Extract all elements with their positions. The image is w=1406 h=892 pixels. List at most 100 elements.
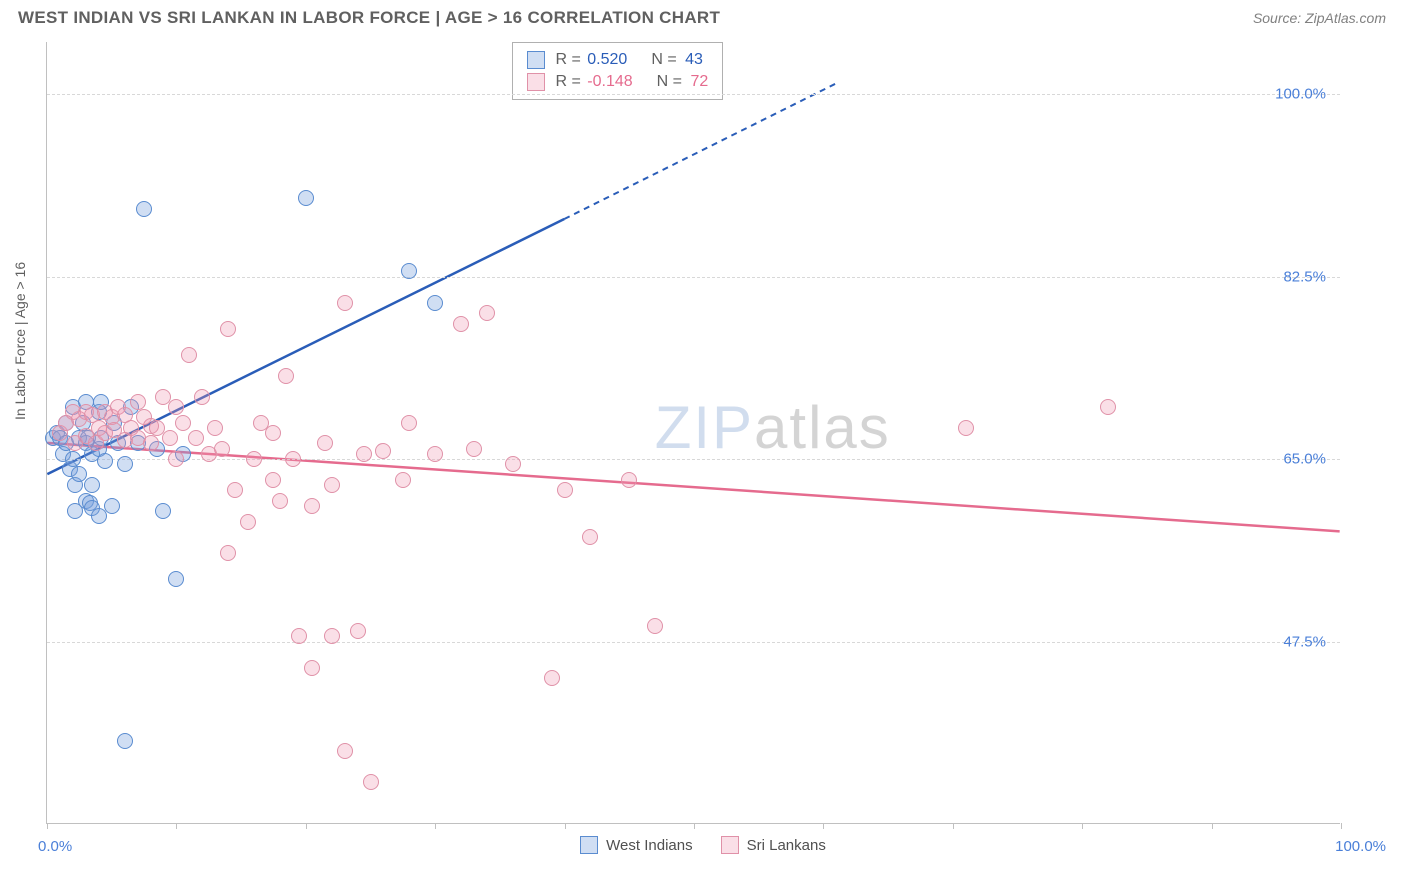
data-point	[175, 415, 191, 431]
legend-r: R = -0.148	[555, 73, 632, 91]
data-point	[71, 466, 87, 482]
data-point	[582, 529, 598, 545]
legend-n: N = 72	[643, 73, 709, 91]
data-point	[324, 477, 340, 493]
x-tick-mark	[176, 823, 177, 829]
data-point	[162, 430, 178, 446]
legend-swatch	[527, 73, 545, 91]
regression-lines	[47, 42, 1340, 823]
data-point	[324, 628, 340, 644]
y-tick-label: 82.5%	[1283, 268, 1326, 285]
data-point	[557, 482, 573, 498]
data-point	[621, 472, 637, 488]
data-point	[84, 477, 100, 493]
x-tick-mark	[953, 823, 954, 829]
scatter-plot-area: ZIPatlas R = 0.520N = 43 R = -0.148 N = 72…	[46, 42, 1340, 824]
x-tick-mark	[823, 823, 824, 829]
data-point	[337, 295, 353, 311]
legend-row: R = 0.520N = 43	[527, 49, 708, 71]
data-point	[337, 743, 353, 759]
x-tick-mark	[1341, 823, 1342, 829]
x-tick-mark	[435, 823, 436, 829]
data-point	[220, 545, 236, 561]
x-tick-mark	[565, 823, 566, 829]
legend-swatch	[580, 836, 598, 854]
x-tick-mark	[1082, 823, 1083, 829]
data-point	[285, 451, 301, 467]
watermark-zip: ZIP	[655, 394, 754, 461]
data-point	[363, 774, 379, 790]
correlation-legend: R = 0.520N = 43 R = -0.148 N = 72	[512, 42, 723, 100]
data-point	[168, 571, 184, 587]
y-tick-label: 100.0%	[1275, 86, 1326, 103]
data-point	[65, 451, 81, 467]
y-axis-label: In Labor Force | Age > 16	[12, 262, 28, 420]
data-point	[265, 472, 281, 488]
source-attribution: Source: ZipAtlas.com	[1253, 10, 1386, 26]
y-tick-label: 65.0%	[1283, 451, 1326, 468]
watermark: ZIPatlas	[655, 393, 891, 462]
data-point	[117, 456, 133, 472]
data-point	[401, 263, 417, 279]
data-point	[155, 503, 171, 519]
data-point	[246, 451, 262, 467]
data-point	[227, 482, 243, 498]
data-point	[958, 420, 974, 436]
data-point	[427, 446, 443, 462]
data-point	[194, 389, 210, 405]
legend-series-label: Sri Lankans	[747, 837, 826, 854]
data-point	[453, 316, 469, 332]
watermark-atlas: atlas	[754, 394, 891, 461]
data-point	[317, 435, 333, 451]
data-point	[479, 305, 495, 321]
data-point	[117, 733, 133, 749]
data-point	[97, 453, 113, 469]
x-tick-mark	[1212, 823, 1213, 829]
data-point	[427, 295, 443, 311]
data-point	[647, 618, 663, 634]
legend-swatch	[527, 51, 545, 69]
data-point	[136, 201, 152, 217]
gridline-h	[47, 459, 1340, 460]
data-point	[1100, 399, 1116, 415]
data-point	[104, 498, 120, 514]
data-point	[168, 399, 184, 415]
data-point	[188, 430, 204, 446]
x-tick-mark	[47, 823, 48, 829]
legend-swatch	[721, 836, 739, 854]
legend-n: N = 43	[637, 51, 703, 69]
data-point	[466, 441, 482, 457]
legend-bottom-item: West Indians	[580, 836, 692, 854]
data-point	[401, 415, 417, 431]
data-point	[304, 660, 320, 676]
data-point	[168, 451, 184, 467]
data-point	[304, 498, 320, 514]
data-point	[220, 321, 236, 337]
data-point	[350, 623, 366, 639]
gridline-h	[47, 642, 1340, 643]
data-point	[240, 514, 256, 530]
data-point	[298, 190, 314, 206]
x-tick-mark	[694, 823, 695, 829]
data-point	[291, 628, 307, 644]
legend-row: R = -0.148 N = 72	[527, 71, 708, 93]
data-point	[214, 441, 230, 457]
legend-bottom-item: Sri Lankans	[721, 836, 826, 854]
data-point	[544, 670, 560, 686]
data-point	[395, 472, 411, 488]
data-point	[143, 435, 159, 451]
data-point	[181, 347, 197, 363]
gridline-h	[47, 277, 1340, 278]
data-point	[375, 443, 391, 459]
data-point	[265, 425, 281, 441]
data-point	[207, 420, 223, 436]
data-point	[272, 493, 288, 509]
gridline-h	[47, 94, 1340, 95]
y-tick-label: 47.5%	[1283, 633, 1326, 650]
chart-title: WEST INDIAN VS SRI LANKAN IN LABOR FORCE…	[18, 8, 720, 28]
data-point	[356, 446, 372, 462]
data-point	[278, 368, 294, 384]
data-point	[505, 456, 521, 472]
x-tick-mark	[306, 823, 307, 829]
series-legend: West Indians Sri Lankans	[0, 836, 1406, 854]
